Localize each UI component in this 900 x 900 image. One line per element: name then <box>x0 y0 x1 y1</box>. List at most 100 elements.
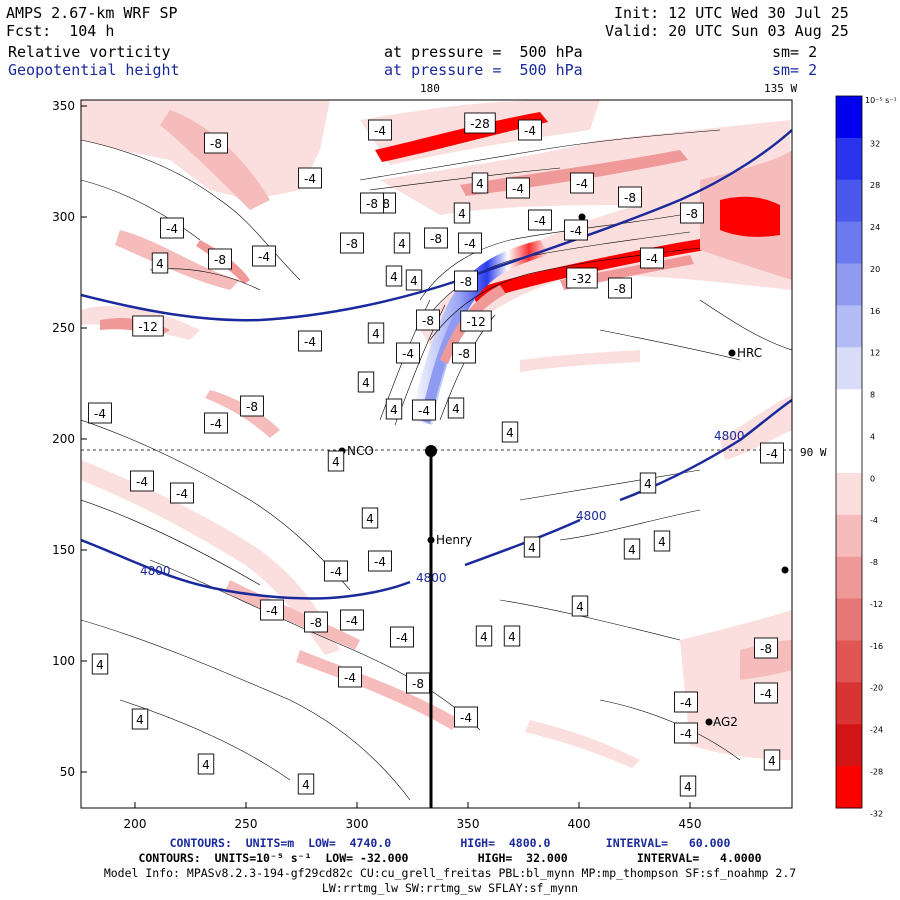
station-marker <box>425 445 437 457</box>
contour-value-label: -4 <box>412 399 436 421</box>
svg-text:-4: -4 <box>464 237 476 251</box>
lon-label-135w: 135 W <box>764 82 798 95</box>
contour-value-label: 4 <box>623 538 641 560</box>
svg-text:-8: -8 <box>310 616 322 630</box>
colorbar-label: 12 <box>870 349 880 358</box>
height-contour-labels: 4800 4800 4800 4800 <box>140 429 745 585</box>
contour-value-label: 4 <box>471 172 489 194</box>
colorbar-label: 24 <box>870 223 880 232</box>
svg-text:-28: -28 <box>470 117 490 131</box>
forecast-hour: Fcst: 104 h <box>6 22 115 40</box>
svg-text:4800: 4800 <box>576 509 607 523</box>
contour-value-label: -8 <box>340 232 364 254</box>
colorbar-label: 8 <box>870 391 875 400</box>
svg-text:-8: -8 <box>458 347 470 361</box>
svg-text:-8: -8 <box>460 275 472 289</box>
svg-text:-4: -4 <box>396 631 408 645</box>
contour-value-label: -8 <box>618 186 642 208</box>
contour-value-label: -8 <box>424 227 448 249</box>
colorbar-frame <box>835 95 863 809</box>
contour-value-label: 4 <box>367 322 385 344</box>
colorbar-label: -16 <box>870 642 883 651</box>
svg-text:-8: -8 <box>214 253 226 267</box>
svg-text:-4: -4 <box>534 214 546 228</box>
contour-value-label: -4 <box>570 172 594 194</box>
contour-value-label: -12 <box>132 315 164 337</box>
lon-label-180: 180 <box>420 82 440 95</box>
contour-value-label: 4 <box>653 530 671 552</box>
contour-value-label: 4 <box>357 371 375 393</box>
contour-value-label: -4 <box>260 599 284 621</box>
colorbar-swatch <box>836 472 862 516</box>
x-tick-label: 300 <box>346 817 369 831</box>
contour-value-label: -4 <box>528 209 552 231</box>
contour-value-label: -4 <box>160 217 184 239</box>
colorbar-label: -4 <box>870 516 878 525</box>
contour-value-label: -4 <box>674 722 698 744</box>
colorbar-swatch <box>836 221 862 265</box>
station-marker <box>728 349 736 357</box>
colorbar-swatch <box>836 682 862 725</box>
svg-text:4: 4 <box>96 658 104 672</box>
station-hrc: HRC <box>737 346 762 360</box>
station-ag2: AG2 <box>713 715 738 729</box>
contour-value-label: 4 <box>393 232 411 254</box>
contour-value-label: -8 <box>240 395 264 417</box>
contour-value-label: -4 <box>368 119 392 141</box>
contour-value-label: -4 <box>368 550 392 572</box>
vorticity-contour-labels: -4-8-28 -4-4-84 -4 -4-84 -4-4-8 -4-8 4-4-4-844… <box>88 112 784 797</box>
svg-text:-8: -8 <box>412 677 424 691</box>
contour-value-label: 4 <box>385 265 403 287</box>
contour-value-label: 4 <box>131 708 149 730</box>
svg-text:-12: -12 <box>466 315 486 329</box>
svg-text:4: 4 <box>302 778 310 792</box>
colorbar-label: -24 <box>870 726 883 735</box>
y-tick-label: 100 <box>52 654 75 668</box>
footer-vorticity-contours: CONTOURS: UNITS=10⁻⁵ s⁻¹ LOW= -32.000 HI… <box>138 851 762 865</box>
init-time: Init: 12 UTC Wed 30 Jul 25 <box>614 4 849 22</box>
svg-text:4: 4 <box>480 630 488 644</box>
svg-text:4: 4 <box>452 402 460 416</box>
contour-value-label: 4 <box>571 595 589 617</box>
svg-text:-8: -8 <box>378 197 390 211</box>
svg-text:4: 4 <box>372 327 380 341</box>
svg-text:-8: -8 <box>430 232 442 246</box>
svg-text:-4: -4 <box>94 407 106 421</box>
contour-value-label: 4 <box>297 773 315 795</box>
svg-text:4: 4 <box>644 477 652 491</box>
svg-text:4: 4 <box>398 237 406 251</box>
colorbar-swatch <box>836 96 862 139</box>
contour-value-label: -4 <box>506 177 530 199</box>
contour-value-label: -4 <box>324 560 348 582</box>
contour-value-label: 4 <box>385 398 403 420</box>
plot-border <box>80 99 793 809</box>
contour-value-label: -4 <box>396 342 420 364</box>
colorbar-label: -20 <box>870 684 883 693</box>
contour-value-label: -4 <box>564 219 588 241</box>
svg-text:-8: -8 <box>246 400 258 414</box>
lon-label-90w: 90 W <box>800 446 827 459</box>
svg-text:-4: -4 <box>760 687 772 701</box>
field2-smoothing: sm= 2 <box>772 61 818 79</box>
field1-name: Relative vorticity <box>8 43 171 61</box>
contour-value-label: -4 <box>204 412 228 434</box>
colorbar-label: 16 <box>870 307 880 316</box>
svg-text:4: 4 <box>202 758 210 772</box>
svg-text:-4: -4 <box>266 604 278 618</box>
svg-text:4: 4 <box>362 376 370 390</box>
svg-text:-4: -4 <box>680 727 692 741</box>
station-henry: Henry <box>436 533 472 547</box>
contour-value-label: -4 <box>88 402 112 424</box>
svg-text:4800: 4800 <box>714 429 745 443</box>
svg-text:-4: -4 <box>166 222 178 236</box>
contour-value-label: 4 <box>447 397 465 419</box>
contour-value-label: -8 <box>208 248 232 270</box>
colorbar-swatch <box>836 263 862 306</box>
svg-text:4: 4 <box>768 754 776 768</box>
contour-value-label: 4 <box>361 507 379 529</box>
svg-text:-8: -8 <box>614 282 626 296</box>
contour-value-label: -4 <box>252 245 276 267</box>
contour-value-label: -4 <box>340 609 364 631</box>
svg-text:-32: -32 <box>572 272 592 286</box>
